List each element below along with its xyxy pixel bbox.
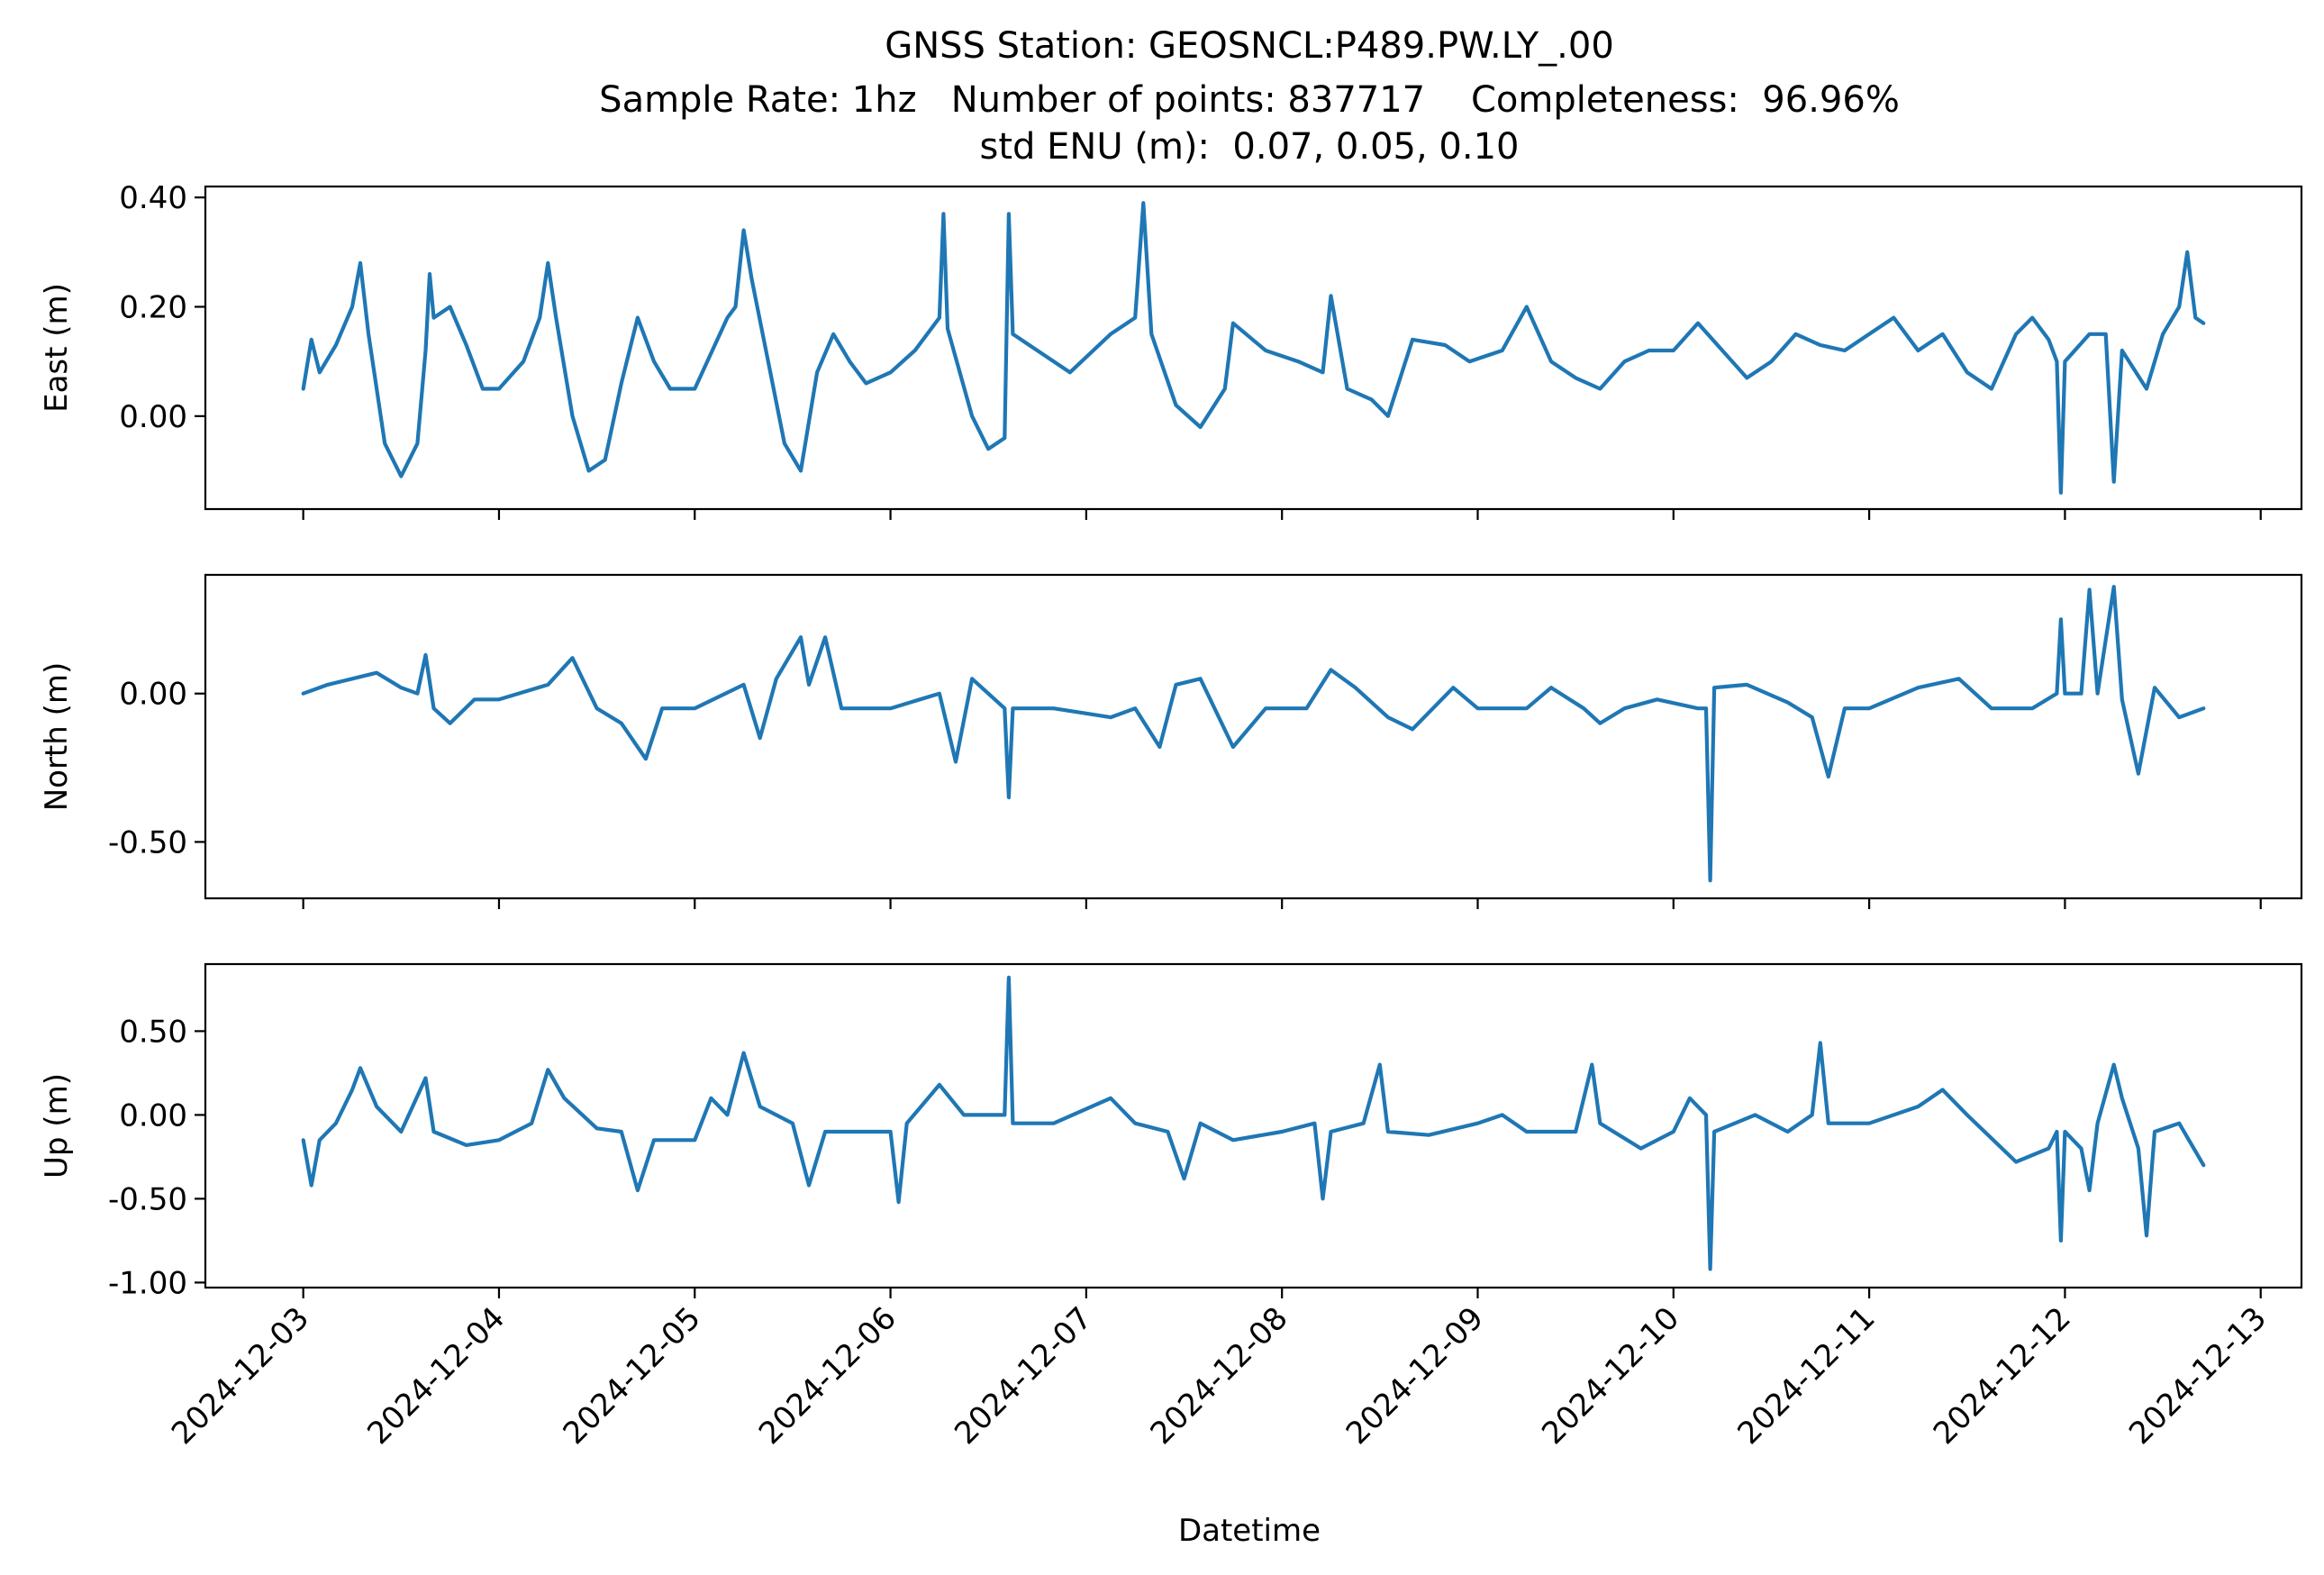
panel-east: 0.40 0.20 0.00 East (m) bbox=[39, 180, 2303, 520]
north-y-tick-label: -0.50 bbox=[108, 824, 187, 860]
up-y-tick-label: -1.00 bbox=[108, 1265, 187, 1301]
up-y-tick-label: 0.00 bbox=[119, 1097, 187, 1133]
panel-up: 0.50 0.00 -0.50 -1.00 Up (m) bbox=[39, 962, 2303, 1301]
east-y-tick-label: 0.00 bbox=[119, 399, 187, 435]
panel-north: 0.00 -0.50 North (m) bbox=[39, 573, 2303, 909]
east-y-tick-label: 0.40 bbox=[119, 180, 187, 216]
north-y-axis-label: North (m) bbox=[39, 662, 75, 812]
up-y-tick-label: 0.50 bbox=[119, 1014, 187, 1050]
title-line-1: GNSS Station: GEOSNCL:P489.PW.LY_.00 bbox=[885, 25, 1614, 67]
x-axis-label: Datetime bbox=[1178, 1513, 1321, 1549]
north-axes-frame bbox=[204, 573, 2303, 900]
east-axes-frame bbox=[204, 185, 2303, 511]
title-line-3: std ENU (m): 0.07, 0.05, 0.10 bbox=[980, 126, 1520, 168]
east-y-tick-label: 0.20 bbox=[119, 289, 187, 325]
up-axes-frame bbox=[204, 962, 2303, 1289]
up-y-axis-label: Up (m) bbox=[39, 1073, 75, 1179]
east-series-line bbox=[301, 201, 2206, 495]
up-series-line bbox=[301, 975, 2206, 1271]
north-series-line bbox=[301, 585, 2206, 883]
east-y-axis-label: East (m) bbox=[39, 283, 75, 413]
north-y-tick-label: 0.00 bbox=[119, 677, 187, 713]
title-line-2: Sample Rate: 1hz Number of points: 83771… bbox=[599, 79, 1900, 121]
up-y-tick-label: -0.50 bbox=[108, 1181, 187, 1217]
figure-title: GNSS Station: GEOSNCL:P489.PW.LY_.00 Sam… bbox=[599, 25, 1900, 168]
